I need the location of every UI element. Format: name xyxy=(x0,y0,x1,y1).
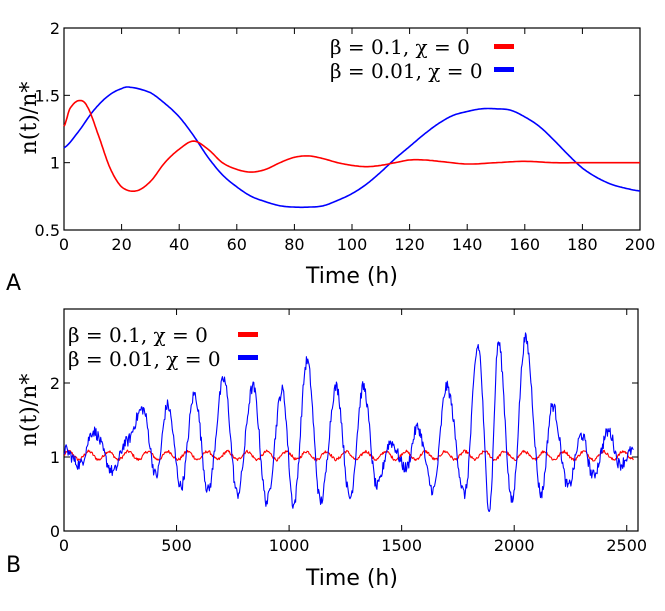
panel-a-xtick-label: 180 xyxy=(567,235,598,254)
panel-b-legend-swatch-1 xyxy=(238,332,258,337)
panel-b-ytick-label: 1 xyxy=(50,448,60,467)
panel-a-legend-swatch-1 xyxy=(494,44,514,49)
panel-b-legend-label-1: β = 0.1, χ = 0 xyxy=(68,323,208,347)
panel-b-series-blue-line xyxy=(63,332,634,512)
panel-b-xtick-label: 0 xyxy=(59,536,69,555)
panel-a-ylabel: n(t)/n* xyxy=(17,82,42,155)
panel-a-xtick-label: 160 xyxy=(510,235,541,254)
panel-b-xtick-label: 2000 xyxy=(494,536,535,555)
panel-b-legend-swatch-2 xyxy=(238,355,258,360)
panel-a-ytick-label: 0.5 xyxy=(35,221,60,240)
panel-a-ticks: 0 20 40 60 80 100 120 140 160 180 200 0.5 1 1.5 2 xyxy=(35,19,656,254)
panel-a-xtick-label: 60 xyxy=(227,235,247,254)
panel-a-xtick-label: 100 xyxy=(337,235,368,254)
panel-a-ytick-label: 1.5 xyxy=(35,86,60,105)
panel-b-xlabel: Time (h) xyxy=(305,566,398,591)
panel-a-ytick-label: 1 xyxy=(50,154,60,173)
panel-b-xtick-label: 2500 xyxy=(606,536,647,555)
panel-b-ticks: 0 500 1000 1500 2000 2500 0 1 2 xyxy=(50,309,647,555)
panel-b: 0 500 1000 1500 2000 2500 0 1 2 Time (h) n(t)/n*… xyxy=(6,308,647,591)
panel-b-ylabel: n(t)/n* xyxy=(17,374,42,447)
panel-a-label: A xyxy=(6,271,21,296)
panel-a-xtick-label: 0 xyxy=(59,235,69,254)
panel-b-legend-label-2: β = 0.01, χ = 0 xyxy=(68,347,221,371)
panel-b-legend: β = 0.1, χ = 0 β = 0.01, χ = 0 xyxy=(68,323,258,371)
panel-b-label: B xyxy=(6,553,21,578)
panel-b-ytick-label: 2 xyxy=(50,374,60,393)
panel-a-xtick-label: 140 xyxy=(452,235,483,254)
panel-a-series-red-line xyxy=(63,99,640,192)
panel-b-xtick-label: 1000 xyxy=(269,536,310,555)
panel-b-ytick-label: 0 xyxy=(50,522,60,541)
panel-a-xtick-label: 20 xyxy=(111,235,131,254)
panel-b-xtick-label: 500 xyxy=(161,536,192,555)
panel-b-series-red-line xyxy=(63,449,634,462)
panel-a-xtick-label: 40 xyxy=(169,235,189,254)
panel-a-series xyxy=(63,86,641,209)
panel-b-xtick-label: 1500 xyxy=(381,536,422,555)
panel-a: 0 20 40 60 80 100 120 140 160 180 200 0.5 1 1.5 2 Time… xyxy=(6,19,655,296)
panel-b-frame xyxy=(63,308,639,532)
panel-a-legend-label-2: β = 0.01, χ = 0 xyxy=(330,59,483,83)
panel-a-ytick-label: 2 xyxy=(50,19,60,38)
panel-a-xtick-label: 120 xyxy=(394,235,425,254)
panel-a-legend-label-1: β = 0.1, χ = 0 xyxy=(330,35,470,59)
panel-a-series-blue-line xyxy=(63,86,641,209)
panel-a-legend: β = 0.1, χ = 0 β = 0.01, χ = 0 xyxy=(330,35,514,83)
panel-a-legend-swatch-2 xyxy=(494,67,514,72)
panel-a-xtick-label: 200 xyxy=(625,235,656,254)
panel-b-series xyxy=(63,332,634,512)
panel-a-xtick-label: 80 xyxy=(284,235,304,254)
panel-a-xlabel: Time (h) xyxy=(305,264,398,289)
